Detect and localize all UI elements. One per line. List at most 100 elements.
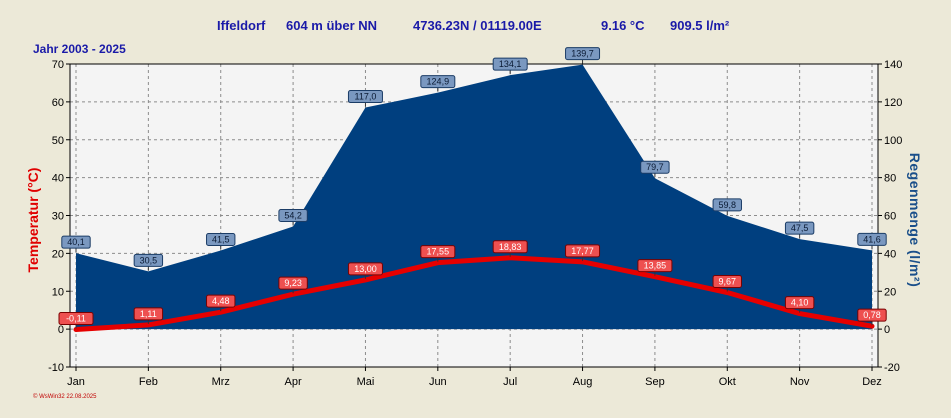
chart-header: Iffeldorf 604 m über NN 4736.23N / 01119… — [0, 18, 951, 36]
precipitation-label: 59,8 — [712, 198, 742, 215]
x-tick-label: Sep — [645, 376, 665, 388]
right-axis-ticks: -20 0 20 40 60 80 100 120 140 — [878, 59, 902, 374]
temperature-label: 4,10 — [784, 296, 815, 313]
temperature-label: 13,00 — [347, 262, 383, 279]
precipitation-label-box — [278, 208, 308, 222]
station-name: Iffeldorf — [217, 18, 266, 33]
left-tick-label: 20 — [52, 248, 64, 260]
temperature-label: 17,55 — [420, 245, 456, 262]
temperature-label-box — [637, 259, 673, 273]
precipitation-label: 47,5 — [784, 221, 815, 239]
temperature-label-text: 1,11 — [140, 309, 157, 319]
left-tick-label: 40 — [52, 173, 64, 185]
precipitation-label-text: 54,2 — [284, 210, 302, 220]
temperature-label-box — [347, 262, 383, 276]
x-axis-ticks: Jan Feb Mrz Apr Mai Jun Jul Aug Sep Okt Nov Dez — [67, 367, 882, 388]
precipitation-label-box — [206, 233, 236, 247]
right-tick-label: 0 — [884, 324, 890, 336]
left-tick-label: 70 — [52, 59, 64, 71]
temperature-label-box — [857, 308, 887, 322]
left-tick-label: 30 — [52, 211, 64, 223]
precipitation-label: 124,9 — [420, 75, 456, 92]
temperature-label-box — [712, 274, 742, 288]
precipitation-label-text: 139,7 — [571, 49, 594, 59]
temperature-label: 9,23 — [278, 276, 308, 294]
x-tick-label: Jun — [429, 376, 447, 388]
precipitation-label: 139,7 — [565, 47, 601, 64]
temperature-label-text: 9,67 — [719, 276, 737, 286]
temperature-label-text: 4,48 — [212, 296, 230, 306]
precipitation-label-box — [712, 198, 742, 212]
left-tick-label: -10 — [48, 362, 64, 374]
temperature-label: 4,48 — [206, 294, 236, 312]
precipitation-label-text: 79,7 — [646, 162, 664, 172]
precipitation-label-text: 30,5 — [140, 255, 158, 265]
x-tick-label: Apr — [285, 376, 302, 388]
precipitation-label-text: 41,5 — [212, 235, 230, 245]
precipitation-label: 54,2 — [278, 208, 308, 226]
right-tick-label: 100 — [884, 135, 902, 147]
temperature-label-text: 17,55 — [427, 247, 450, 257]
temperature-label: 18,83 — [492, 240, 528, 257]
software-credit: © WsWin32 22.08.2025 — [33, 394, 97, 400]
left-tick-label: 10 — [52, 286, 64, 298]
x-tick-label: Mrz — [212, 376, 230, 388]
temperature-label-box — [492, 240, 528, 254]
station-altitude: 604 m über NN — [286, 18, 378, 33]
temperature-label: 1,11 — [133, 307, 164, 324]
precipitation-label: 30,5 — [133, 253, 164, 271]
x-tick-label: Aug — [573, 376, 593, 388]
precipitation-label: 41,5 — [206, 233, 236, 250]
precipitation-label-box — [857, 232, 887, 246]
temperature-label-text: 4,10 — [791, 298, 809, 308]
x-tick-label: Jul — [503, 376, 517, 388]
precipitation-labels: 40,1 30,5 41,5 54,2 117,0 124,9 134,1 139,7 79,7… — [61, 47, 887, 271]
precipitation-label-text: 124,9 — [427, 77, 450, 87]
temperature-label-text: -0,11 — [66, 314, 86, 324]
precipitation-label-text: 40,1 — [67, 237, 85, 247]
right-tick-label: 120 — [884, 97, 902, 109]
precipitation-label: 79,7 — [640, 160, 670, 178]
precipitation-label: 41,6 — [857, 232, 887, 250]
precipitation-label-box — [492, 57, 528, 71]
right-tick-label: -20 — [884, 362, 900, 374]
precipitation-label-box — [565, 47, 601, 61]
precipitation-label-text: 59,8 — [719, 200, 737, 210]
precipitation-label-box — [784, 221, 815, 235]
precipitation-label: 117,0 — [347, 90, 383, 107]
temperature-label-text: 17,77 — [571, 246, 594, 256]
left-tick-label: 50 — [52, 135, 64, 147]
precipitation-label: 40,1 — [61, 235, 91, 253]
precipitation-label-text: 41,6 — [863, 234, 881, 244]
right-tick-label: 80 — [884, 173, 896, 185]
temperature-label-text: 0,78 — [863, 310, 881, 320]
precipitation-label-box — [640, 160, 670, 174]
x-tick-label: Okt — [719, 376, 736, 388]
temperature-label-box — [278, 276, 308, 290]
temperature-label-box — [565, 244, 601, 258]
temperature-label: -0,11 — [58, 312, 94, 329]
precipitation-label-text: 47,5 — [791, 223, 809, 233]
average-temperature: 9.16 °C — [601, 18, 645, 33]
right-tick-label: 40 — [884, 248, 896, 260]
temperature-label-text: 13,00 — [354, 264, 377, 274]
precipitation-label-box — [347, 90, 383, 104]
precipitation-label: 134,1 — [492, 57, 528, 75]
x-tick-label: Dez — [862, 376, 882, 388]
precipitation-label-text: 134,1 — [499, 59, 522, 69]
left-axis-ticks: -10 0 10 20 30 40 50 60 70 — [48, 59, 70, 374]
x-tick-label: Mai — [357, 376, 375, 388]
precipitation-label-box — [133, 253, 164, 267]
right-tick-label: 140 — [884, 59, 902, 71]
precipitation-label-box — [420, 75, 456, 89]
temperature-labels: -0,11 1,11 4,48 9,23 13,00 17,55 18,83 17,77 13,… — [58, 240, 887, 329]
left-tick-label: 60 — [52, 97, 64, 109]
x-tick-label: Nov — [790, 376, 810, 388]
right-tick-label: 60 — [884, 211, 896, 223]
temperature-label-box — [133, 307, 164, 321]
precipitation-area — [76, 64, 872, 330]
left-tick-label: 0 — [58, 324, 64, 336]
temperature-label-text: 13,85 — [644, 261, 667, 271]
station-coordinates: 4736.23N / 01119.00E — [413, 18, 542, 33]
